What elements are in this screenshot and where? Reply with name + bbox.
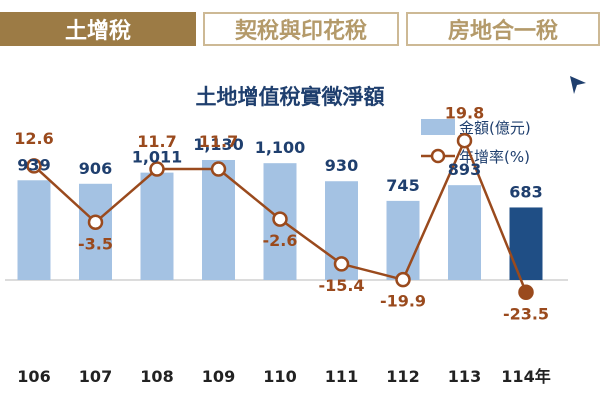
rate-value-label: 11.7 [199,132,238,151]
tab-bar: 土增稅 契稅與印花稅 房地合一稅 [0,0,600,52]
bar-value-label: 745 [386,176,419,195]
bar [509,207,543,280]
line-series [26,132,534,300]
rate-point [210,161,227,177]
x-tick-label: 107 [79,367,112,386]
tab-house-land-tax[interactable]: 房地合一稅 [406,12,600,46]
rate-point [395,271,411,288]
bar [17,180,51,280]
rate-value-label: -2.6 [263,231,298,250]
x-axis: 106 107 108 109 110 111 112 113 114年 [17,367,550,386]
x-tick-label: 109 [202,367,235,386]
triangle-right-icon[interactable] [568,74,588,96]
legend-line-marker [430,148,446,164]
bar [448,185,481,280]
tab-land-value-tax[interactable]: 土增稅 [0,12,196,46]
legend-line-label: 年增率(%) [459,148,530,166]
bar-value-label: 1,100 [255,138,306,157]
rate-value-label: -19.9 [380,292,426,311]
tax-chart: 土地增值稅實徵淨額 金額(億元) 年增率(%) 939 12.6 906 -3.5 1,… [5,85,568,386]
legend-bar-label: 金額(億元) [459,119,531,137]
bar-value-label: 1,011 [132,148,183,167]
rate-point [272,211,288,227]
rate-point [518,284,534,300]
rate-value-label: -23.5 [503,304,549,323]
rate-point [333,256,350,272]
bar-value-label: 1,130 [193,135,244,154]
bar [79,183,112,280]
bar [202,159,235,280]
x-tick-label: 114年 [501,367,550,386]
x-tick-label: 112 [386,367,419,386]
x-tick-label: 110 [263,367,296,386]
x-tick-label: 113 [448,367,481,386]
tab-deed-stamp-tax[interactable]: 契稅與印花稅 [203,12,399,46]
legend: 金額(億元) 年增率(%) [421,119,531,166]
x-tick-label: 106 [17,367,50,386]
bar-value-label: 906 [79,159,112,178]
rate-value-label: 19.8 [445,104,484,123]
x-tick-label: 108 [140,367,173,386]
bar-value-label: 939 [17,155,50,174]
rate-point [26,158,42,174]
rate-value-label: -15.4 [318,276,364,295]
rate-value-label: 12.6 [14,129,53,148]
chart-title: 土地增值稅實徵淨額 [196,85,385,109]
legend-bar-swatch [421,119,455,135]
bar-value-label: 683 [509,182,542,201]
rate-point [456,132,473,149]
bar [386,200,420,280]
rate-point [149,161,165,177]
x-tick-label: 111 [325,367,358,386]
rate-value-label: 11.7 [137,132,176,151]
bar [140,172,174,280]
rate-value-label: -3.5 [78,234,113,253]
bar-value-label: 930 [325,156,358,175]
rate-point [87,214,104,230]
bar-value-label: 893 [448,160,481,179]
